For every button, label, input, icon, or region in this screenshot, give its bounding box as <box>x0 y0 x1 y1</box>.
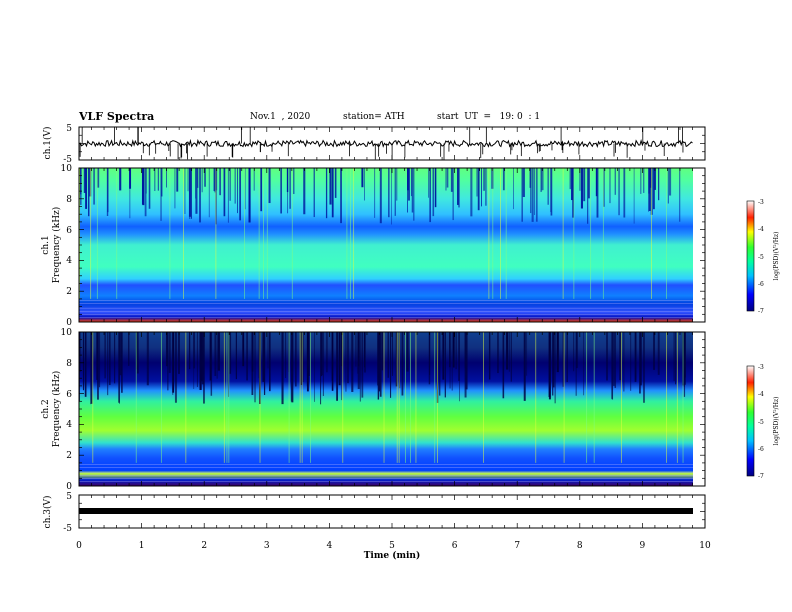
ch1-colorbar-label: log(PSD)(V²/Hz) <box>773 232 780 281</box>
ch1-spec-ytick-10: 10 <box>61 164 73 174</box>
xtick-3: 3 <box>264 541 270 551</box>
figure-title: VLF Spectra <box>79 110 155 123</box>
ch2-colorbar <box>746 365 755 477</box>
ch2-spec-ylabel: ch.2 <box>41 399 51 418</box>
ch2-cbar-tick-1: -4 <box>758 391 764 398</box>
ch2-spec-ytick-4: 4 <box>66 420 72 430</box>
ch2-colorbar-label: log(PSD)(V²/Hz) <box>773 397 780 446</box>
ch1-spec-ytick-6: 6 <box>66 226 72 236</box>
ch1-ylabel: ch.1(V) <box>42 127 53 160</box>
header-start-time: start UT = 19: 0 : 1 <box>437 112 541 122</box>
ch3-waveform-line <box>79 508 693 514</box>
header-date: Nov.1 , 2020 <box>250 112 311 122</box>
ch2-spec-ylabel2: Frequency (kHz) <box>51 371 62 448</box>
ch3-ytick-bottom: -5 <box>63 524 72 534</box>
xtick-9: 9 <box>640 541 646 551</box>
ch1-spectrogram-streaks <box>79 168 693 318</box>
xtick-0: 0 <box>76 541 82 551</box>
ch1-spec-ylabel: ch.1 <box>41 235 51 254</box>
ch1-waveform-spikes <box>79 127 684 160</box>
ch1-ytick-top: 5 <box>66 124 72 134</box>
ch2-spec-ytick-10: 10 <box>61 328 73 338</box>
xtick-4: 4 <box>327 541 333 551</box>
ch2-spec-ytick-8: 8 <box>66 359 72 369</box>
ch1-spectrogram-image <box>79 168 693 322</box>
ch1-spec-ytick-8: 8 <box>66 195 72 205</box>
ch1-spec-ytick-0: 0 <box>66 318 72 328</box>
ch2-spectrogram-streaks <box>79 332 693 482</box>
ch1-cbar-tick-3: -6 <box>758 281 764 288</box>
ch2-spec-ytick-2: 2 <box>66 451 72 461</box>
xaxis-label: Time (min) <box>364 550 421 561</box>
ch2-cbar-tick-4: -7 <box>758 473 764 480</box>
ch2-spec-ytick-6: 6 <box>66 390 72 400</box>
ch1-cbar-tick-1: -4 <box>758 226 764 233</box>
xtick-1: 1 <box>139 541 145 551</box>
ch1-cbar-tick-4: -7 <box>758 308 764 315</box>
ch2-spec-ytick-0: 0 <box>66 482 72 492</box>
ch2-cbar-tick-2: -5 <box>758 419 764 426</box>
ch2-spectrogram-image <box>79 332 693 486</box>
xtick-2: 2 <box>201 541 207 551</box>
xtick-6: 6 <box>452 541 458 551</box>
ch3-ylabel: ch.3(V) <box>42 496 53 529</box>
axis-ticks <box>78 126 706 529</box>
ch1-spec-ytick-2: 2 <box>66 287 72 297</box>
ch1-spec-ylabel2: Frequency (kHz) <box>51 207 62 284</box>
xtick-7: 7 <box>514 541 520 551</box>
ch2-cbar-tick-0: -3 <box>758 364 764 371</box>
xtick-8: 8 <box>577 541 583 551</box>
ch1-colorbar <box>746 200 755 312</box>
ch3-ytick-top: 5 <box>66 492 72 502</box>
ch1-spec-ytick-4: 4 <box>66 256 72 266</box>
xtick-10: 10 <box>699 541 711 551</box>
ch1-waveform-line <box>78 138 693 149</box>
ch1-ytick-bottom: -5 <box>63 155 72 165</box>
header-station: station= ATH <box>343 112 405 122</box>
ch2-cbar-tick-3: -6 <box>758 446 764 453</box>
ch1-cbar-tick-2: -5 <box>758 254 764 261</box>
xtick-5: 5 <box>389 541 395 551</box>
ch1-cbar-tick-0: -3 <box>758 199 764 206</box>
